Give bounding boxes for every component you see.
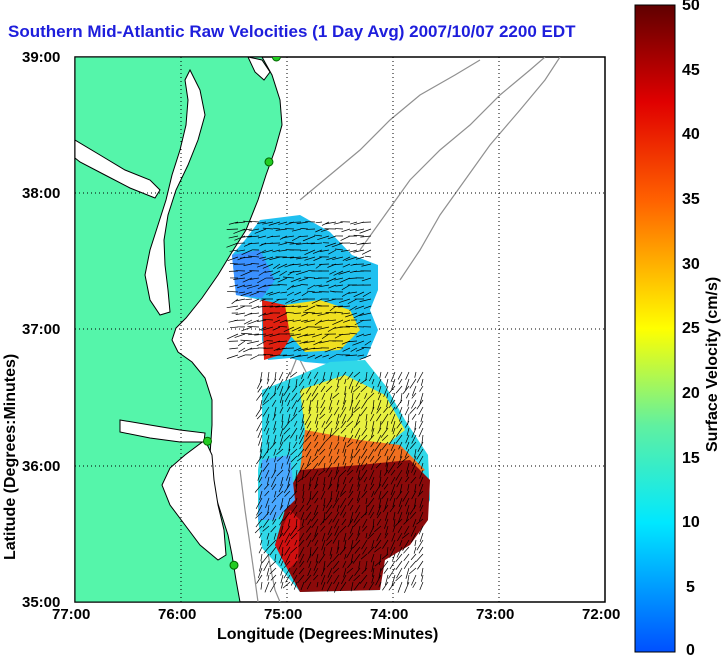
x-tick-74: 74:00 bbox=[370, 606, 408, 623]
colorbar-tick-50: 50 bbox=[682, 0, 700, 15]
x-tick-72: 72:00 bbox=[582, 606, 620, 623]
colorbar-tick-30: 30 bbox=[682, 256, 700, 274]
colorbar-tick-10: 10 bbox=[682, 514, 700, 532]
y-tick-37: 37:00 bbox=[22, 321, 60, 338]
colorbar-tick-40: 40 bbox=[682, 126, 700, 144]
y-axis-label: Latitude (Degrees:Minutes) bbox=[2, 354, 20, 560]
radar-station-marker bbox=[272, 53, 280, 61]
colorbar-tick-25: 25 bbox=[682, 320, 700, 338]
colorbar bbox=[635, 5, 675, 652]
colorbar-tick-20: 20 bbox=[682, 385, 700, 403]
y-tick-39: 39:00 bbox=[22, 49, 60, 66]
colorbar-tick-35: 35 bbox=[682, 191, 700, 209]
colorbar-label: Surface Velocity (cm/s) bbox=[704, 277, 722, 452]
colorbar-tick-45: 45 bbox=[682, 62, 700, 80]
x-tick-73: 73:00 bbox=[476, 606, 514, 623]
radar-station-marker bbox=[265, 158, 273, 166]
x-tick-76: 76:00 bbox=[158, 606, 196, 623]
colorbar-tick-5: 5 bbox=[686, 579, 695, 597]
x-axis-label: Longitude (Degrees:Minutes) bbox=[217, 626, 438, 644]
y-tick-38: 38:00 bbox=[22, 185, 60, 202]
colorbar-tick-15: 15 bbox=[682, 450, 700, 468]
radar-station-marker bbox=[204, 437, 212, 445]
y-tick-36: 36:00 bbox=[22, 458, 60, 475]
radar-station-marker bbox=[230, 561, 238, 569]
x-tick-75: 75:00 bbox=[264, 606, 302, 623]
x-tick-77: 77:00 bbox=[52, 606, 90, 623]
colorbar-tick-0: 0 bbox=[686, 642, 695, 660]
